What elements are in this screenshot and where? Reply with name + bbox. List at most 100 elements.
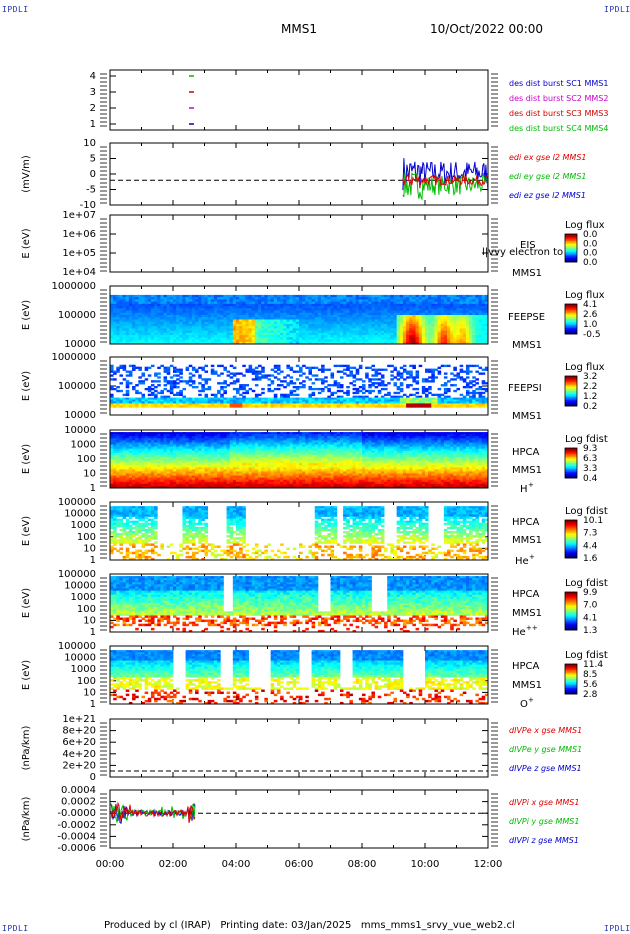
heatmap-cell: [160, 312, 164, 316]
heatmap-cell: [245, 341, 249, 345]
heatmap-cell: [358, 341, 363, 345]
heatmap-cell: [308, 393, 312, 397]
heatmap-cell: [440, 330, 445, 334]
heatmap-cell: [195, 326, 199, 329]
heatmap-cell: [128, 463, 133, 466]
heatmap-cell: [163, 319, 168, 323]
heatmap-cell: [144, 328, 149, 332]
heatmap-cell: [377, 339, 382, 343]
heatmap-cell: [456, 339, 461, 343]
heatmap-cell: [154, 397, 158, 400]
heatmap-cell: [402, 397, 407, 400]
heatmap-cell: [113, 479, 117, 483]
heatmap-cell: [333, 297, 338, 300]
heatmap-cell: [469, 326, 473, 329]
heatmap-cell: [144, 405, 149, 408]
heatmap-cell: [135, 405, 139, 408]
heatmap-cell: [374, 401, 379, 404]
heatmap-cell: [384, 310, 388, 314]
heatmap-cell: [198, 332, 202, 336]
heatmap-cell: [317, 310, 322, 314]
heatmap-cell: [478, 399, 483, 402]
heatmap-cell: [412, 317, 416, 320]
heatmap-cell: [125, 393, 130, 397]
heatmap-cell: [150, 323, 155, 327]
heatmap-cell: [160, 299, 164, 303]
heatmap-cell: [188, 315, 193, 318]
heatmap-cell: [421, 386, 426, 389]
heatmap-cell: [371, 403, 375, 406]
heatmap-cell: [254, 297, 259, 300]
heatmap-cell: [166, 370, 171, 373]
heatmap-cell: [469, 401, 473, 404]
heatmap-cell: [160, 303, 164, 307]
heatmap-cell: [447, 395, 451, 398]
heatmap-cell: [406, 321, 410, 325]
heatmap-cell: [321, 399, 325, 402]
heatmap-cell: [299, 397, 303, 400]
heatmap-cell: [311, 326, 316, 329]
heatmap-cell: [191, 323, 196, 327]
heatmap-cell: [122, 317, 127, 320]
heatmap-cell: [362, 321, 366, 325]
heatmap-cell: [198, 393, 202, 397]
heatmap-cell: [399, 323, 404, 327]
heatmap-cell: [475, 339, 479, 343]
heatmap-cell: [302, 405, 306, 408]
heatmap-cell: [198, 317, 202, 320]
heatmap-cell: [317, 319, 322, 323]
heatmap-cell: [292, 328, 297, 332]
heatmap-cell: [384, 301, 388, 305]
heatmap-cell: [147, 321, 152, 325]
heatmap-cell: [314, 303, 319, 307]
heatmap-cell: [443, 319, 448, 323]
heatmap-cell: [119, 471, 123, 474]
heatmap-cell: [380, 306, 385, 309]
heatmap-cell: [210, 393, 215, 397]
heatmap-cell: [333, 364, 338, 368]
heatmap-cell: [182, 299, 186, 303]
heatmap-cell: [116, 463, 120, 466]
heatmap-cell: [261, 391, 265, 395]
heatmap-cell: [204, 297, 209, 300]
heatmap-cell: [459, 405, 464, 408]
heatmap-cell: [478, 308, 483, 311]
heatmap-cell: [110, 332, 114, 336]
heatmap-cell: [465, 299, 470, 303]
heatmap-cell: [481, 330, 486, 334]
heatmap-cell: [138, 312, 142, 316]
heatmap-cell: [245, 370, 249, 373]
heatmap-cell: [135, 341, 139, 345]
heatmap-cell: [176, 315, 180, 318]
heatmap-cell: [358, 397, 363, 400]
heatmap-cell: [402, 301, 407, 305]
heatmap-cell: [374, 308, 379, 311]
heatmap-cell: [116, 467, 120, 470]
heatmap-cell: [289, 335, 294, 338]
heatmap-cell: [154, 339, 158, 343]
heatmap-cell: [210, 335, 215, 338]
heatmap-cell: [229, 376, 234, 379]
y-tick-label: 0: [90, 772, 96, 783]
heatmap-cell: [368, 312, 372, 316]
heatmap-cell: [327, 387, 331, 391]
heatmap-cell: [339, 341, 344, 345]
heatmap-cell: [236, 380, 240, 383]
heatmap-cell: [258, 339, 262, 343]
heatmap-cell: [132, 485, 136, 489]
heatmap-cell: [236, 315, 240, 318]
heatmap-cell: [198, 330, 202, 334]
heatmap-cell: [453, 306, 457, 309]
heatmap-cell: [128, 401, 133, 404]
heatmap-cell: [459, 308, 464, 311]
heatmap-cell: [333, 397, 338, 400]
heatmap-cell: [321, 378, 325, 381]
heatmap-cell: [409, 374, 413, 377]
heatmap-cell: [302, 323, 306, 327]
heatmap-cell: [402, 297, 407, 300]
heatmap-cell: [336, 310, 341, 314]
heatmap-cell: [132, 337, 136, 340]
heatmap-cell: [122, 364, 127, 368]
heatmap-cell: [365, 303, 369, 307]
heatmap-cell: [295, 319, 300, 323]
